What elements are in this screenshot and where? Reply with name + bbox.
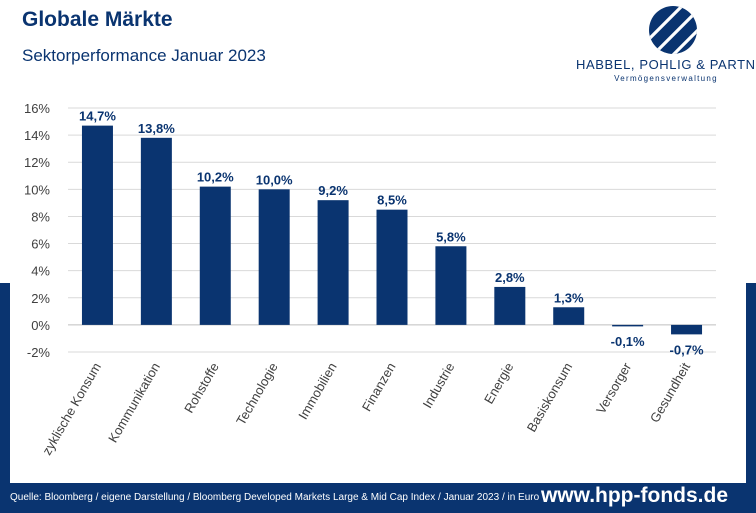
x-tick-label: Kommunikation [105,360,163,445]
bar [317,200,349,325]
x-tick-label: Immobilien [295,360,339,422]
x-tick-label: zyklische Konsum [39,360,104,458]
bar [612,324,644,327]
bar [494,286,526,325]
y-tick-label: -2% [27,345,51,360]
x-tick-label: Rohstoffe [181,360,222,415]
bar-value-label: 2,8% [495,270,525,285]
y-tick-label: 14% [24,128,50,143]
sector-performance-chart: 16% 14% 12% 10% 8% 6% 4% 2% 0% -2% 14,7% zyklische … [24,101,716,458]
page-subtitle: Sektorperformance Januar 2023 [22,46,266,65]
bar-value-label: 5,8% [436,229,466,244]
company-tagline: Vermögensverwaltung [614,74,718,83]
x-tick-label: Basiskonsum [524,360,576,434]
bar-value-label: 8,5% [377,193,407,208]
hpp-logo-mark-icon [649,6,697,54]
bar-value-label: 10,0% [256,172,293,187]
right-brand-band [746,283,756,483]
page-title: Globale Märkte [22,8,173,31]
y-tick-label: 12% [24,155,50,170]
source-note: Quelle: Bloomberg / eigene Darstellung /… [10,492,540,503]
bar-value-label: 1,3% [554,290,584,305]
bar [376,209,408,325]
x-tick-label: Gesundheit [647,360,693,425]
bar [81,125,113,325]
chart-card: Globale Märkte Sektorperformance Januar … [10,0,756,483]
bar [671,324,703,335]
y-tick-label: 8% [31,209,50,224]
website-link[interactable]: www.hpp-fonds.de [540,484,728,507]
x-tick-label: Versorger [593,359,635,416]
y-tick-label: 6% [31,237,50,252]
bar [199,186,231,325]
bar [553,307,585,325]
y-tick-label: 4% [31,264,50,279]
bar-value-label: 10,2% [197,170,234,185]
bar [435,246,467,325]
y-tick-label: 2% [31,291,50,306]
bar-value-label: -0,7% [670,342,704,357]
bar-value-label: -0,1% [611,334,645,349]
bar [140,137,172,325]
bar-value-label: 9,2% [318,183,348,198]
bar [258,189,290,325]
x-tick-label: Finanzen [359,360,399,414]
y-tick-label: 10% [24,182,50,197]
y-tick-label: 16% [24,101,50,116]
bar-value-label: 13,8% [138,121,175,136]
x-tick-label: Industrie [420,360,458,411]
footer-bar: Quelle: Bloomberg / eigene Darstellung /… [0,483,756,513]
y-tick-label: 0% [31,318,50,333]
company-name: HABBEL, POHLIG & PARTNER [576,57,756,72]
left-brand-band [0,283,10,483]
bar-value-label: 14,7% [79,109,116,124]
x-tick-label: Energie [481,360,516,406]
x-tick-label: Technologie [233,360,281,428]
